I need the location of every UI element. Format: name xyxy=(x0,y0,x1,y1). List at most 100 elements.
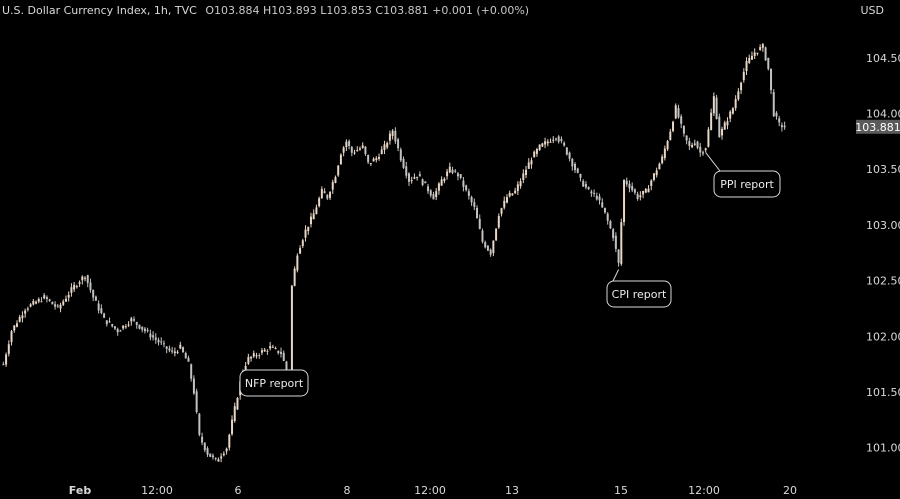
candle xyxy=(680,114,683,129)
candle xyxy=(111,323,114,328)
candle xyxy=(554,137,557,142)
candle xyxy=(691,142,694,149)
candle xyxy=(369,163,372,167)
price-tick-label: 101.000 xyxy=(866,442,900,455)
candles-layer xyxy=(2,43,786,463)
candle xyxy=(563,141,566,147)
candle xyxy=(533,150,536,158)
price-axis[interactable]: 101.000 101.500 102.000 102.500 103.000 103.5… xyxy=(866,52,900,455)
candle xyxy=(587,186,590,191)
candle xyxy=(470,195,473,206)
candle xyxy=(290,284,293,382)
candle xyxy=(584,181,587,190)
time-tick-label: 20 xyxy=(783,484,797,497)
candle xyxy=(100,304,103,315)
candle xyxy=(612,227,615,241)
candle xyxy=(448,162,451,174)
change-value: +0.001 (+0.00%) xyxy=(432,4,530,17)
candle xyxy=(190,363,193,382)
candle xyxy=(590,189,593,197)
candle xyxy=(247,353,250,365)
candle xyxy=(386,141,389,150)
candle xyxy=(516,181,519,195)
candle xyxy=(201,432,204,446)
candle xyxy=(198,412,201,437)
candle xyxy=(143,326,146,334)
candle xyxy=(116,327,119,336)
candle xyxy=(356,146,359,152)
candle xyxy=(601,198,604,209)
candle xyxy=(677,104,680,119)
candle xyxy=(255,352,258,359)
candle xyxy=(339,153,342,165)
annotation-label: PPI report xyxy=(720,178,774,191)
candle xyxy=(331,179,334,194)
candle xyxy=(119,329,122,332)
annotation-callout[interactable]: NFP report xyxy=(239,369,309,397)
low-label: L xyxy=(320,4,327,17)
candle xyxy=(160,337,163,345)
candle xyxy=(348,139,351,150)
candle xyxy=(514,187,517,195)
candle xyxy=(214,457,217,461)
annotation-callout[interactable]: PPI report xyxy=(705,152,781,198)
candle xyxy=(443,177,446,184)
candle xyxy=(682,125,685,137)
time-axis[interactable]: Feb 12:00 6 8 12:00 13 15 12:00 20 xyxy=(69,484,797,497)
candle xyxy=(783,121,786,130)
time-tick-label: 12:00 xyxy=(141,484,173,497)
candle xyxy=(24,308,27,318)
candle xyxy=(416,176,419,181)
candle xyxy=(130,316,133,326)
price-tag-bg xyxy=(856,119,900,134)
annotation-callout[interactable]: CPI report xyxy=(606,269,672,308)
candle xyxy=(315,204,318,215)
candle xyxy=(141,326,144,333)
candle xyxy=(312,209,315,220)
candle xyxy=(557,135,560,144)
candle xyxy=(552,136,555,144)
candle xyxy=(476,205,479,219)
candle xyxy=(10,329,13,346)
candle xyxy=(323,188,326,194)
candle xyxy=(437,182,440,195)
candle xyxy=(666,139,669,151)
candle xyxy=(271,344,274,348)
candle xyxy=(465,184,468,192)
candle xyxy=(231,415,234,436)
candle xyxy=(522,169,525,184)
candle xyxy=(693,139,696,146)
candle xyxy=(571,157,574,171)
candle xyxy=(721,126,724,140)
candle xyxy=(772,89,775,117)
candle xyxy=(29,303,32,308)
candle xyxy=(484,240,487,249)
time-tick-label: 6 xyxy=(235,484,242,497)
candle xyxy=(748,54,751,64)
candle xyxy=(225,447,228,455)
candle xyxy=(353,149,356,155)
open-value: 103.884 xyxy=(214,4,260,17)
candle xyxy=(544,137,547,149)
candle xyxy=(478,214,481,230)
candle xyxy=(299,245,302,255)
candle xyxy=(737,88,740,101)
candle xyxy=(206,446,209,457)
candle xyxy=(623,179,626,226)
candle xyxy=(546,139,549,147)
candle xyxy=(530,157,533,169)
candle xyxy=(574,162,577,173)
candle xyxy=(756,52,759,56)
candle xyxy=(486,245,489,252)
candle xyxy=(217,457,220,462)
candle xyxy=(538,144,541,151)
time-tick-label: 12:00 xyxy=(688,484,720,497)
candle xyxy=(37,297,40,304)
candle xyxy=(233,402,236,423)
candle xyxy=(418,171,421,177)
candle xyxy=(655,167,658,178)
candle xyxy=(26,306,29,312)
candle xyxy=(86,274,89,288)
candle xyxy=(495,228,498,242)
